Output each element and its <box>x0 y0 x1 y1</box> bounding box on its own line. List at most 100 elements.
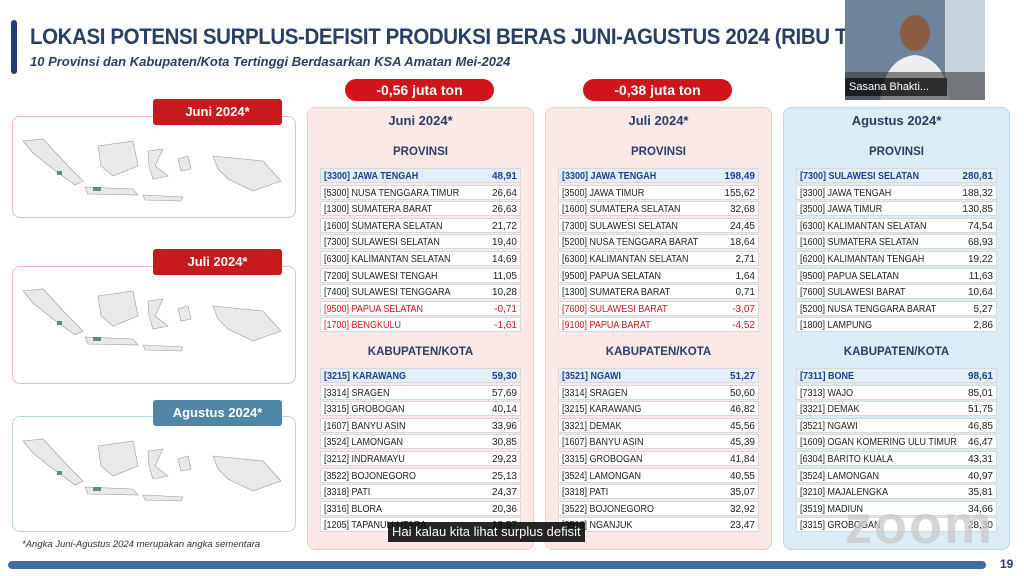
row-value: -4,52 <box>732 320 755 332</box>
table-row: [7200] SULAWESI TENGAH 11,05 <box>320 267 521 283</box>
month-title: Juni 2024* <box>388 113 453 128</box>
watermark: zoom <box>845 495 994 555</box>
table-row: [3315] GROBOGAN 41,84 <box>558 451 759 466</box>
total-badge: -0,56 juta ton <box>345 79 494 101</box>
row-value: 32,68 <box>729 204 755 216</box>
table-row: [5200] NUSA TENGGARA BARAT 18,64 <box>558 234 759 250</box>
row-value: 28,30 <box>967 520 993 532</box>
map-image <box>22 138 282 202</box>
table-row: [6300] KALIMANTAN SELATAN 14,69 <box>320 251 521 266</box>
row-name: [7600] SULAWESI BARAT <box>800 287 906 299</box>
row-value: 41,84 <box>729 454 755 465</box>
row-value: 10,64 <box>967 287 993 299</box>
row-name: [1600] SUMATERA SELATAN <box>800 237 919 249</box>
table-row: [7300] SULAWESI SELATAN 24,45 <box>558 217 759 233</box>
row-name: [3315] GROBOGAN <box>324 404 405 416</box>
table-row: [9500] PAPUA SELATAN -0,71 <box>320 300 521 316</box>
row-value: 29,23 <box>491 454 517 465</box>
table-row: [1609] OGAN KOMERING ULU TIMUR 46,47 <box>796 434 997 450</box>
row-name: [9500] PAPUA SELATAN <box>562 270 662 282</box>
row-value: 45,39 <box>729 437 755 449</box>
table-row: [3521] NGAWI 46,85 <box>796 417 997 433</box>
table-row: [7313] WAJO 85,01 <box>796 384 997 400</box>
table-row: [6300] KALIMANTAN SELATAN 74,54 <box>796 217 997 233</box>
row-value: -1,61 <box>494 320 517 332</box>
row-value: 40,14 <box>491 404 517 416</box>
row-value: 32,92 <box>729 503 755 515</box>
table-row: [3500] JAWA TIMUR 130,85 <box>796 201 997 217</box>
row-value: 46,47 <box>967 437 993 449</box>
footnote: *Angka Juni-Agustus 2024 merupakan angka… <box>22 539 261 550</box>
row-value: 40,97 <box>967 470 993 482</box>
row-name: [7300] SULAWESI SELATAN <box>324 237 440 249</box>
accent-bar <box>11 20 17 74</box>
section-heading: KABUPATEN/KOTA <box>367 346 474 358</box>
table-row: [7300] SULAWESI SELATAN 280,81 <box>796 168 997 183</box>
slide-title: LOKASI POTENSI SURPLUS-DEFISIT PRODUKSI … <box>30 24 884 49</box>
map-image <box>22 288 282 352</box>
row-name: [5200] NUSA TENGGARA BARAT <box>800 303 937 315</box>
table-row: [3212] INDRAMAYU 29,23 <box>320 451 521 466</box>
month-panel: Juni 2024* PROVINSI [3300] JAWA TENGAH 48,9… <box>307 107 534 550</box>
map-label: Juli 2024* <box>153 249 282 275</box>
map-panel <box>12 416 296 532</box>
section-heading: KABUPATEN/KOTA <box>843 346 950 358</box>
table-row: [3215] KARAWANG 59,30 <box>320 368 521 383</box>
table-row: [1700] BENGKULU -1,61 <box>320 317 521 333</box>
table-row: [3521] NGAWI 51,27 <box>558 368 759 383</box>
row-name: [6300] KALIMANTAN SELATAN <box>324 254 451 265</box>
table-row: [1607] BANYU ASIN 33,96 <box>320 417 521 433</box>
table-row: [7600] SULAWESI BARAT -3,07 <box>558 300 759 316</box>
table-row: [1600] SUMATERA SELATAN 68,93 <box>796 234 997 250</box>
map-panel <box>12 266 296 384</box>
table-row: [3524] LAMONGAN 40,97 <box>796 467 997 483</box>
table-row: [1600] SUMATERA SELATAN 21,72 <box>320 217 521 233</box>
table-row: [9500] PAPUA SELATAN 1,64 <box>558 267 759 283</box>
row-name: [3521] NGAWI <box>562 371 622 382</box>
row-value: 18,64 <box>729 237 755 249</box>
row-value: 68,93 <box>967 237 993 249</box>
row-name: [1300] SUMATERA BARAT <box>562 287 671 299</box>
row-value: 34,66 <box>967 503 993 515</box>
row-value: 23,47 <box>729 520 755 532</box>
row-value: -3,07 <box>732 303 755 315</box>
table-row: [1600] SUMATERA SELATAN 32,68 <box>558 201 759 217</box>
row-value: 24,37 <box>491 487 517 499</box>
row-name: [3314] SRAGEN <box>324 387 390 399</box>
row-name: [3500] JAWA TIMUR <box>800 204 883 216</box>
row-value: 11,05 <box>492 270 517 282</box>
table-row: [3314] SRAGEN 50,60 <box>558 384 759 400</box>
row-value: 33,96 <box>491 420 517 432</box>
table-row: [3315] GROBOGAN 28,30 <box>796 517 997 533</box>
row-value: 20,36 <box>491 503 517 515</box>
table-row: [1800] LAMPUNG 2,86 <box>796 317 997 333</box>
table-row: [3300] JAWA TENGAH 48,91 <box>320 168 521 183</box>
table-row: [3300] JAWA TENGAH 198,49 <box>558 168 759 183</box>
table-row: [3318] PATI 24,37 <box>320 484 521 500</box>
row-value: 46,85 <box>967 420 993 432</box>
row-value: 74,54 <box>967 220 993 232</box>
row-value: 98,61 <box>967 371 993 382</box>
row-name: [3524] LAMONGAN <box>562 470 642 482</box>
row-name: [3500] JAWA TIMUR <box>562 187 645 199</box>
video-name: Sasana Bhakti... <box>845 78 947 96</box>
row-value: 198,49 <box>724 171 755 182</box>
row-name: [3522] BOJONEGORO <box>324 470 417 482</box>
row-name: [6300] KALIMANTAN SELATAN <box>800 220 927 232</box>
month-title: Agustus 2024* <box>851 113 942 128</box>
row-name: [3212] INDRAMAYU <box>324 454 405 465</box>
row-name: [3315] GROBOGAN <box>562 454 643 465</box>
row-name: [1600] SUMATERA SELATAN <box>562 204 681 216</box>
slide-subtitle: 10 Provinsi dan Kabupaten/Kota Tertinggi… <box>30 54 511 69</box>
row-name: [1700] BENGKULU <box>324 320 402 332</box>
row-value: 0,71 <box>735 287 755 299</box>
row-name: [7300] SULAWESI SELATAN <box>562 220 678 232</box>
row-value: 45,56 <box>729 420 755 432</box>
row-value: 24,45 <box>729 220 755 232</box>
table-row: [3300] JAWA TENGAH 188,32 <box>796 184 997 200</box>
row-name: [6304] BARITO KUALA <box>800 454 893 465</box>
table-row: [9500] PAPUA SELATAN 11,63 <box>796 267 997 283</box>
row-value: 14,69 <box>491 254 517 265</box>
row-value: 11,63 <box>968 270 993 282</box>
row-name: [1609] OGAN KOMERING ULU TIMUR <box>800 437 957 449</box>
